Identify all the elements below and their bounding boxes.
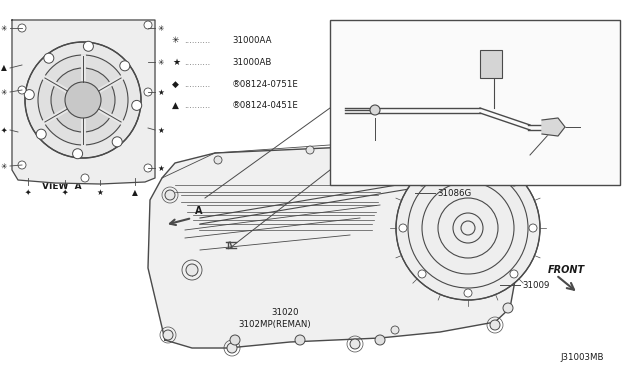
Circle shape (165, 190, 175, 200)
Text: ★: ★ (158, 87, 165, 96)
Text: 31086G: 31086G (437, 189, 471, 198)
Text: 31082E: 31082E (516, 162, 549, 171)
Text: 31082EA: 31082EA (358, 148, 397, 157)
Circle shape (306, 146, 314, 154)
Circle shape (391, 326, 399, 334)
Circle shape (83, 41, 93, 51)
Circle shape (186, 264, 198, 276)
Circle shape (24, 90, 35, 100)
Text: ✳: ✳ (172, 35, 179, 45)
Circle shape (65, 82, 101, 118)
Circle shape (490, 320, 500, 330)
Text: ✳: ✳ (158, 23, 164, 32)
Circle shape (132, 100, 141, 110)
Bar (480, 50, 502, 78)
Text: 31098Z: 31098Z (582, 122, 615, 131)
Circle shape (230, 335, 240, 345)
Text: J31003MB: J31003MB (560, 353, 604, 362)
Circle shape (144, 164, 152, 172)
Circle shape (418, 178, 426, 186)
Text: ✦: ✦ (25, 188, 31, 197)
Circle shape (510, 178, 518, 186)
Text: ★: ★ (172, 58, 180, 67)
Circle shape (464, 289, 472, 297)
Circle shape (227, 343, 237, 353)
Circle shape (51, 68, 115, 132)
Text: ✳: ✳ (1, 161, 7, 170)
Bar (330, 20, 620, 185)
Circle shape (350, 339, 360, 349)
Polygon shape (148, 130, 518, 348)
Text: ✳: ✳ (1, 23, 7, 32)
Circle shape (510, 270, 518, 278)
Circle shape (144, 88, 152, 96)
Text: ★: ★ (97, 188, 104, 197)
Text: ◆: ◆ (172, 80, 179, 89)
Circle shape (18, 24, 26, 32)
Text: ▲: ▲ (1, 64, 7, 73)
Text: ..........: .......... (184, 80, 211, 89)
Text: ..........: .......... (184, 100, 211, 109)
Circle shape (214, 156, 222, 164)
Circle shape (446, 130, 454, 138)
Circle shape (38, 55, 128, 145)
Circle shape (144, 21, 152, 29)
Polygon shape (542, 118, 565, 136)
Circle shape (72, 149, 83, 159)
Circle shape (375, 335, 385, 345)
Circle shape (18, 86, 26, 94)
Circle shape (36, 129, 46, 139)
Text: ▲: ▲ (172, 100, 179, 109)
Text: A: A (195, 206, 202, 216)
Circle shape (370, 105, 380, 115)
Text: ®08124-0751E: ®08124-0751E (232, 80, 299, 89)
Text: 31009: 31009 (522, 280, 549, 289)
Circle shape (464, 159, 472, 167)
Text: ..........: .......... (184, 35, 211, 45)
Text: ✦: ✦ (1, 125, 7, 135)
Text: 31000AA: 31000AA (232, 35, 271, 45)
Circle shape (529, 224, 537, 232)
Text: 3102MP(REMAN): 3102MP(REMAN) (239, 320, 311, 329)
Circle shape (163, 330, 173, 340)
Circle shape (120, 61, 130, 71)
Circle shape (18, 161, 26, 169)
Circle shape (505, 160, 515, 170)
Text: FRONT: FRONT (548, 265, 585, 275)
Circle shape (396, 139, 404, 147)
Circle shape (25, 42, 141, 158)
Circle shape (396, 156, 540, 300)
Text: ★: ★ (158, 125, 165, 135)
Polygon shape (12, 20, 155, 184)
Text: VIEW  A: VIEW A (42, 182, 82, 191)
Text: ✳: ✳ (158, 58, 164, 67)
Circle shape (503, 140, 513, 150)
Circle shape (81, 174, 89, 182)
Text: 31020: 31020 (271, 308, 299, 317)
Circle shape (503, 303, 513, 313)
Text: ▲: ▲ (132, 188, 138, 197)
Text: ★: ★ (158, 164, 165, 173)
Circle shape (399, 224, 407, 232)
Text: ✦: ✦ (62, 188, 68, 197)
Text: ..........: .......... (184, 58, 211, 67)
Circle shape (478, 132, 486, 140)
Circle shape (295, 335, 305, 345)
Circle shape (112, 137, 122, 147)
Circle shape (418, 270, 426, 278)
Text: 31000AB: 31000AB (232, 58, 271, 67)
Text: ®08124-0451E: ®08124-0451E (232, 100, 299, 109)
Text: ✳: ✳ (1, 87, 7, 96)
Circle shape (44, 53, 54, 63)
Text: 38356Y: 38356Y (473, 38, 506, 47)
